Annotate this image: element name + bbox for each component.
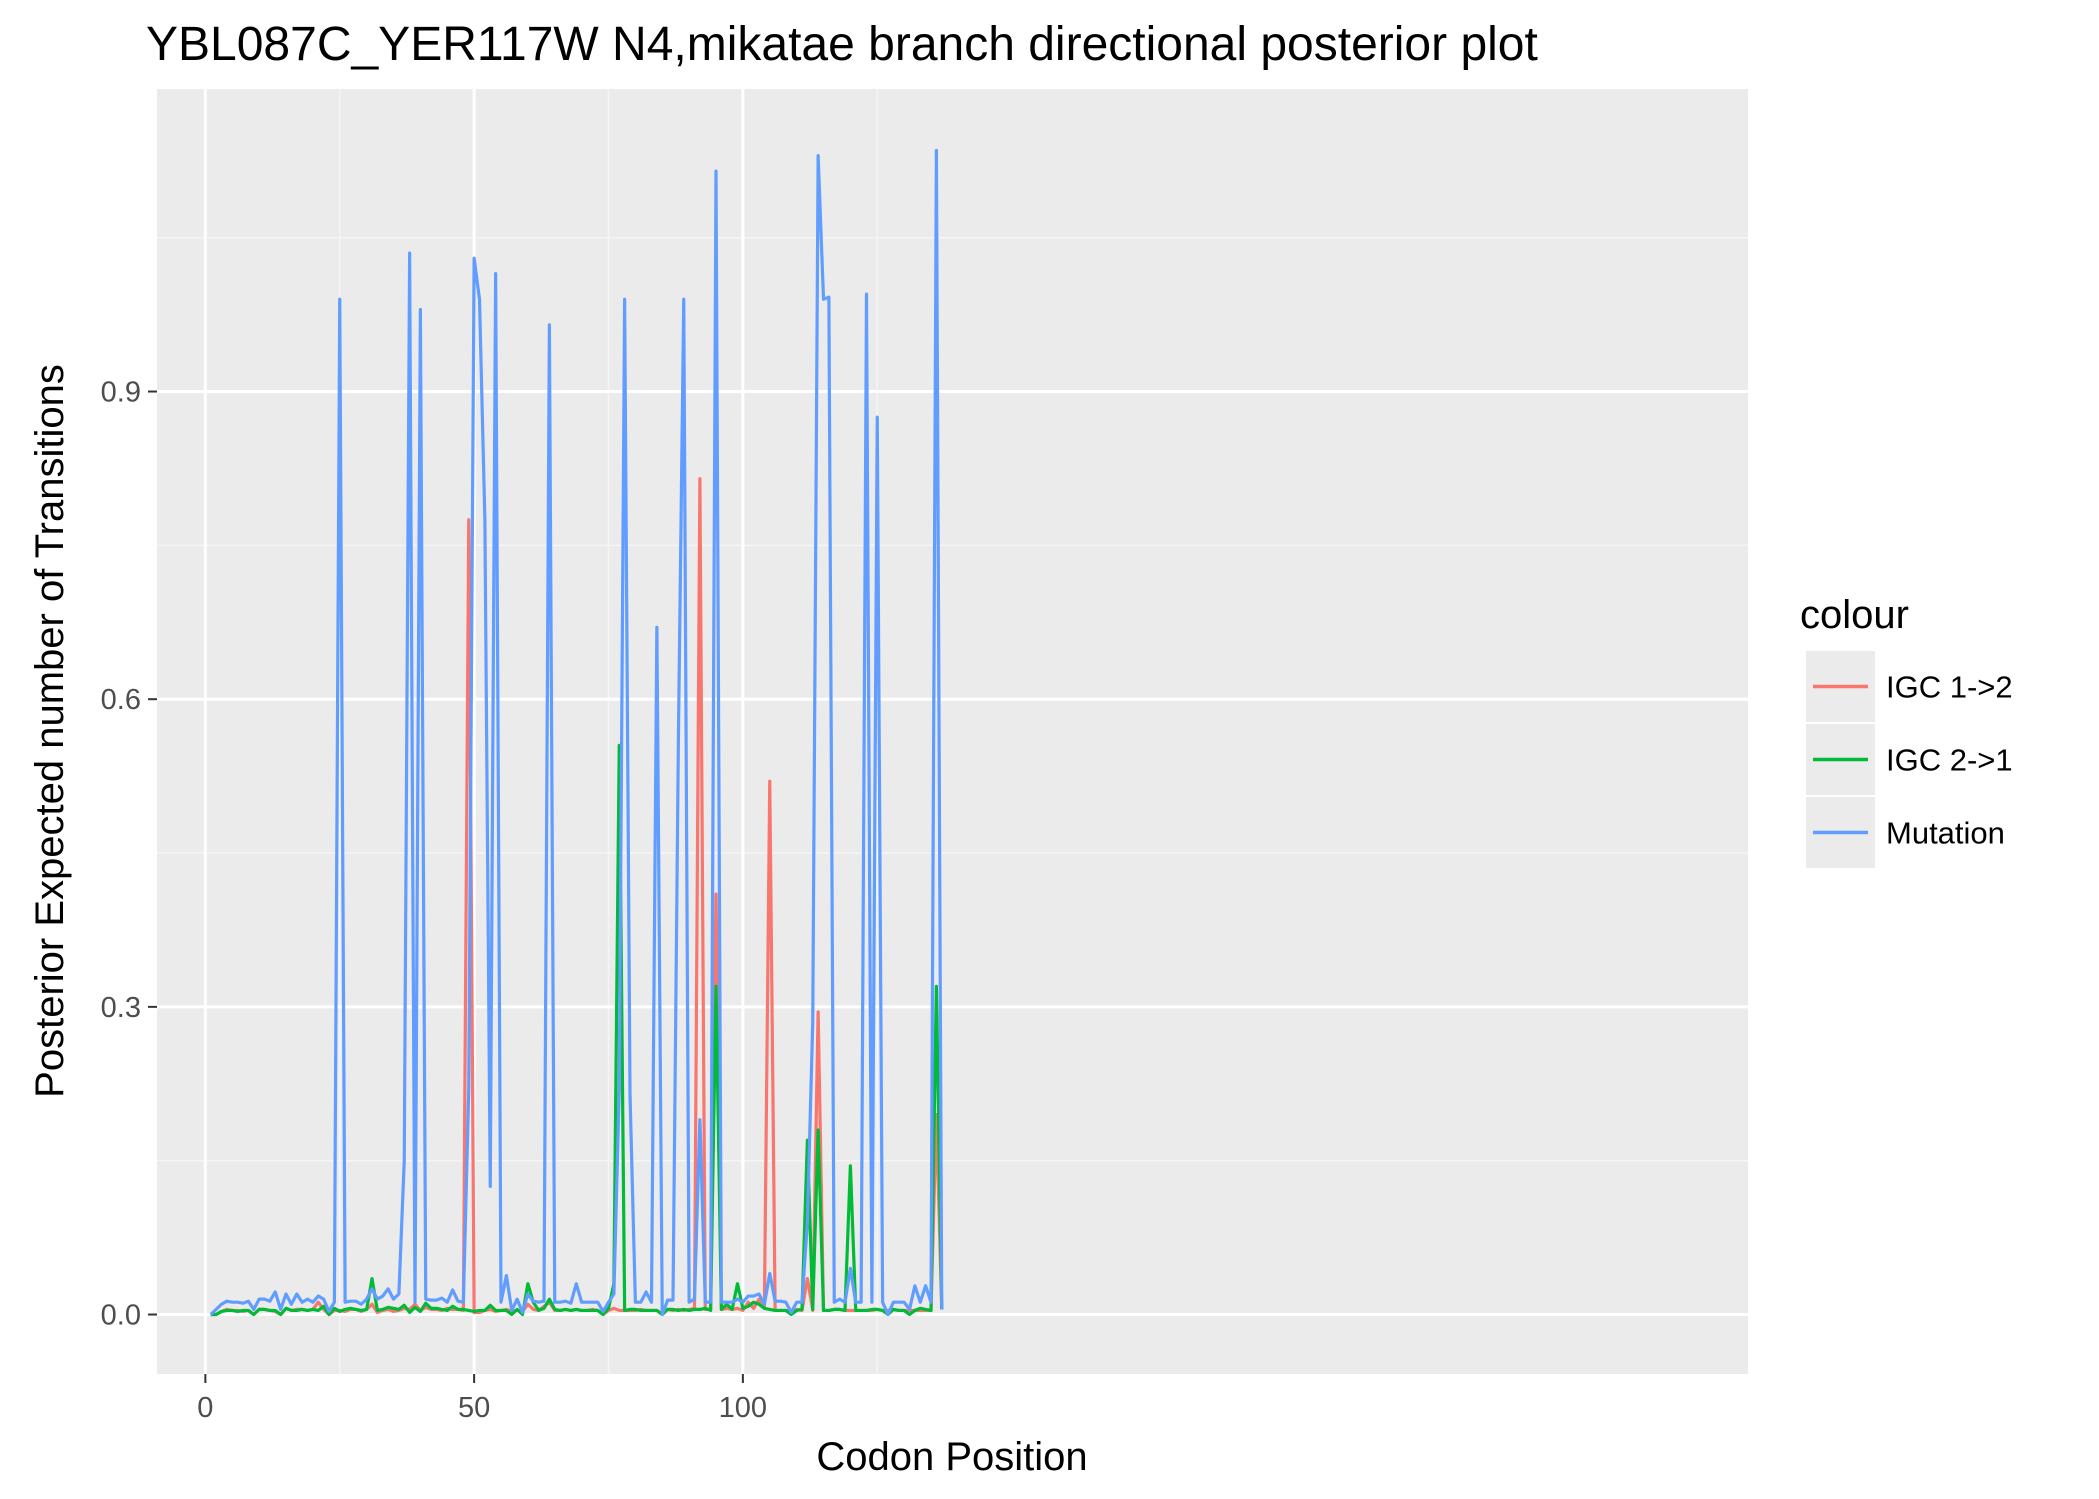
legend-label: IGC 1->2 (1886, 670, 2013, 705)
x-tick-label: 0 (197, 1392, 213, 1424)
legend-label: IGC 2->1 (1886, 743, 2013, 778)
series-lines (209, 148, 944, 1317)
y-axis-title: Posterior Expected number of Transitions (28, 364, 72, 1098)
y-tick-label: 0.0 (101, 1300, 141, 1332)
x-axis-title: Codon Position (816, 1435, 1087, 1479)
x-tick-label: 100 (719, 1392, 767, 1424)
legend: colour IGC 1->2 IGC 2->1 Mutation (1800, 593, 2013, 868)
y-tick-label: 0.6 (101, 684, 141, 716)
legend-label: Mutation (1886, 816, 2005, 851)
y-tick-label: 0.9 (101, 377, 141, 409)
plot-panel (157, 89, 1748, 1374)
x-tick-label: 50 (458, 1392, 490, 1424)
series-line-igc-2-1 (210, 743, 944, 1317)
chart-title: YBL087C_YER117W N4,mikatae branch direct… (146, 18, 1538, 71)
y-tick-label: 0.3 (101, 992, 141, 1024)
series-line-mutation (209, 148, 944, 1317)
x-axis: 0 50 100 (197, 1374, 767, 1424)
legend-title: colour (1800, 593, 1909, 637)
y-axis: 0.0 0.3 0.6 0.9 (101, 377, 157, 1332)
